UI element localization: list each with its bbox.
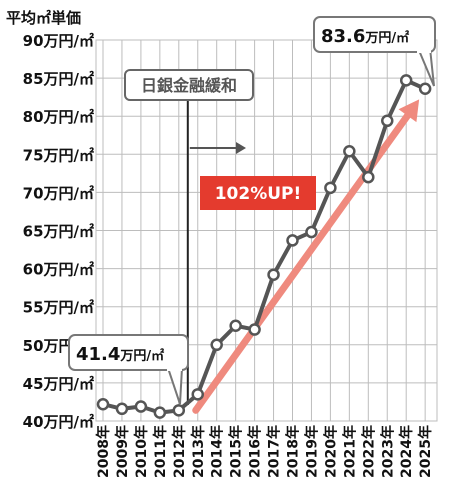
price-series (96, 74, 432, 419)
growth-badge (200, 176, 316, 210)
data-point (305, 225, 318, 239)
data-point (134, 400, 148, 413)
data-point (362, 170, 375, 184)
end-value: 83.6 (321, 26, 365, 47)
data-point (96, 397, 110, 411)
x-axis-ticks: 2008年 2009年 2010年 2011年 2012年 2013年 2014年 2015年… (95, 425, 434, 478)
event-label: 日銀金融緩和 (141, 76, 237, 95)
data-point (191, 388, 204, 401)
data-point (115, 402, 129, 416)
x-tick-label: 2020年 (322, 425, 339, 478)
y-tick-label: 90万円/㎡ (23, 32, 94, 50)
x-tick-label: 2024年 (398, 425, 415, 478)
y-tick-label: 85万円/㎡ (23, 70, 94, 88)
x-tick-label: 2018年 (285, 425, 302, 478)
event-label-box (124, 69, 254, 101)
x-tick-label: 2013年 (190, 425, 207, 478)
x-tick-label: 2009年 (114, 425, 131, 478)
x-tick-label: 2010年 (133, 425, 150, 478)
end-unit: 万円/㎡ (364, 30, 409, 46)
start-value-label: 41.4万円/㎡ (76, 344, 164, 365)
data-point (343, 145, 356, 158)
start-value: 41.4 (76, 344, 120, 365)
data-point (399, 74, 413, 87)
x-tick-label: 2014年 (209, 425, 226, 478)
data-point (324, 181, 337, 195)
y-tick-label: 40万円/㎡ (23, 413, 94, 431)
plot-frame (95, 39, 438, 422)
event-arrow-head (236, 142, 246, 154)
y-tick-label: 70万円/㎡ (23, 184, 94, 202)
y-tick-label: 65万円/㎡ (23, 223, 94, 241)
x-tick-label: 2012年 (171, 425, 188, 478)
growth-label: 102%UP! (215, 184, 302, 204)
x-tick-label: 2023年 (379, 425, 396, 478)
data-point (286, 234, 299, 247)
x-tick-label: 2017年 (266, 425, 283, 478)
data-point (172, 404, 186, 417)
y-tick-label: 55万円/㎡ (23, 299, 94, 317)
start-callout-box (68, 334, 189, 371)
data-point (153, 406, 167, 419)
start-callout-join (167, 366, 182, 371)
end-value-label: 83.6万円/㎡ (321, 26, 409, 47)
event-marker: 日銀金融緩和 (124, 69, 254, 405)
y-tick-label: 45万円/㎡ (23, 375, 94, 393)
y-tick-label: 60万円/㎡ (23, 261, 94, 279)
data-point (381, 114, 394, 128)
chart-title: 平均㎡単価 (6, 9, 81, 27)
x-tick-label: 2022年 (360, 425, 377, 478)
x-tick-label: 2015年 (228, 425, 245, 478)
data-point (210, 338, 223, 352)
end-callout-pointer (416, 47, 435, 87)
trend-arrow-head (398, 99, 420, 123)
x-tick-label: 2016年 (247, 425, 264, 478)
data-point (229, 319, 242, 332)
x-tick-label: 2019年 (303, 425, 320, 478)
data-point (418, 82, 432, 96)
x-tick-label: 2008年 (95, 425, 112, 478)
data-point (248, 323, 261, 336)
y-axis-ticks: 40万円/㎡45万円/㎡50万円/㎡55万円/㎡60万円/㎡65万円/㎡70万円… (23, 32, 94, 431)
end-callout-box (313, 16, 436, 53)
trend-arrow (192, 99, 420, 414)
y-tick-label: 80万円/㎡ (23, 108, 94, 126)
x-tick-label: 2021年 (341, 425, 358, 478)
start-callout-pointer (166, 367, 184, 405)
start-unit: 万円/㎡ (119, 348, 164, 364)
y-tick-label: 75万円/㎡ (23, 146, 94, 164)
end-callout-join (417, 47, 431, 53)
data-point (267, 268, 280, 281)
x-tick-label: 2011年 (152, 425, 169, 478)
x-tick-label: 2025年 (417, 425, 434, 478)
